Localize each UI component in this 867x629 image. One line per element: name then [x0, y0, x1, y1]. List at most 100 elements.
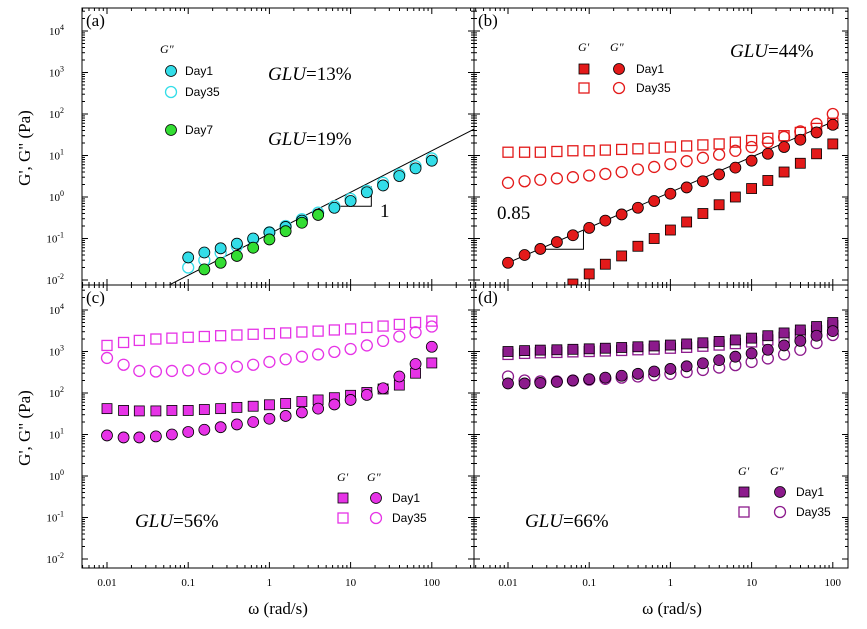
data-point — [746, 332, 757, 344]
y-tick-exp: -2 — [57, 272, 64, 281]
data-point — [778, 339, 790, 352]
data-point — [550, 172, 564, 185]
data-point — [729, 144, 742, 157]
data-point — [344, 323, 357, 335]
data-point — [534, 173, 547, 186]
legend-marker-day35-gdoubleprime — [369, 511, 383, 525]
data-point — [312, 325, 324, 337]
annotation-glu-19: GLU=19% — [268, 129, 352, 150]
data-point — [182, 331, 194, 343]
y-tick-label: 10-2 — [46, 272, 64, 287]
legend-marker-day35-gprime — [578, 82, 590, 94]
data-point — [745, 154, 758, 167]
data-point — [117, 431, 130, 444]
data-point — [599, 342, 611, 354]
data-point — [648, 365, 661, 378]
data-point — [409, 358, 422, 370]
y-axis-title-bottom: G', G" (Pa) — [15, 390, 34, 466]
legend-label-day1: Day1 — [796, 485, 824, 499]
data-point — [761, 147, 774, 160]
data-point — [182, 426, 195, 438]
data-point — [681, 216, 693, 228]
data-point — [552, 287, 562, 297]
data-point — [827, 138, 839, 150]
data-point — [696, 151, 710, 164]
data-point — [214, 421, 227, 434]
data-point — [198, 263, 211, 276]
series-day1-gdoubleprime — [182, 154, 438, 264]
legend-marker-day35-gprime — [738, 506, 750, 518]
y-tick-base: 10 — [49, 109, 61, 121]
data-point — [100, 351, 114, 365]
data-point — [616, 250, 628, 262]
data-point — [729, 136, 742, 148]
data-point — [393, 170, 406, 182]
data-point — [247, 416, 260, 428]
data-point — [632, 240, 644, 252]
y-tick-exp: -1 — [57, 231, 64, 240]
data-point — [713, 354, 726, 367]
y-tick-base: 10 — [49, 26, 61, 38]
x-tick-label: 0.01 — [97, 577, 116, 589]
legend-marker-day1-gdoubleprime — [370, 492, 382, 504]
data-point — [632, 367, 644, 380]
data-point — [198, 423, 211, 436]
y-tick-label: 100 — [49, 189, 64, 204]
slope-triangle — [540, 230, 584, 250]
data-point — [133, 364, 146, 378]
data-point — [551, 145, 563, 158]
data-point — [520, 308, 530, 318]
y-tick-exp: 3 — [60, 344, 64, 353]
data-point — [810, 329, 823, 342]
x-tick-label: 0.1 — [181, 577, 195, 589]
y-tick-exp: 2 — [60, 385, 64, 394]
data-point — [794, 133, 807, 146]
legend-header-gdoubleprime: G" — [610, 40, 625, 54]
data-point — [566, 171, 580, 184]
data-point — [409, 326, 422, 339]
series-day1-gdoubleprime — [502, 325, 839, 390]
y-tick-exp: 0 — [60, 189, 64, 198]
data-point — [231, 250, 243, 262]
x-axis-title-right: ω (rad/s) — [642, 599, 702, 618]
data-point — [328, 398, 341, 411]
data-point — [166, 428, 178, 441]
data-point — [214, 256, 227, 269]
legend-header-gprime: G' — [337, 470, 349, 484]
data-point — [393, 318, 405, 331]
data-point — [149, 430, 162, 443]
data-point — [761, 343, 774, 356]
data-point — [567, 229, 579, 242]
data-point — [697, 139, 709, 151]
data-point — [328, 201, 341, 214]
legend-marker-day35 — [164, 85, 178, 99]
legend-label-day35: Day35 — [796, 505, 831, 519]
y-tick-base: 10 — [49, 192, 61, 204]
y-tick-exp: 4 — [60, 302, 64, 311]
data-point — [519, 345, 530, 357]
x-tick-label: 0.1 — [582, 577, 596, 589]
series-day35-gdoubleprime — [100, 320, 438, 378]
data-point — [150, 333, 162, 345]
data-point — [376, 334, 390, 348]
series-day35-gdoubleprime — [501, 107, 839, 189]
y-tick-label: 102 — [49, 385, 64, 400]
data-point — [778, 141, 790, 153]
legend-header: G" — [160, 42, 175, 56]
data-point — [118, 405, 129, 416]
data-point — [680, 140, 693, 152]
data-point — [745, 140, 758, 154]
plot-area — [501, 107, 839, 318]
y-tick-base: 10 — [46, 275, 58, 287]
data-point — [101, 339, 113, 352]
x-tick-label: 1 — [267, 577, 273, 589]
data-point — [425, 340, 438, 353]
legend-header-gdoubleprime: G" — [367, 470, 382, 484]
data-point — [360, 339, 373, 352]
data-point — [502, 346, 514, 357]
legend-marker-day35-gdoubleprime — [773, 505, 787, 519]
data-point — [101, 429, 113, 442]
data-point — [231, 418, 243, 431]
